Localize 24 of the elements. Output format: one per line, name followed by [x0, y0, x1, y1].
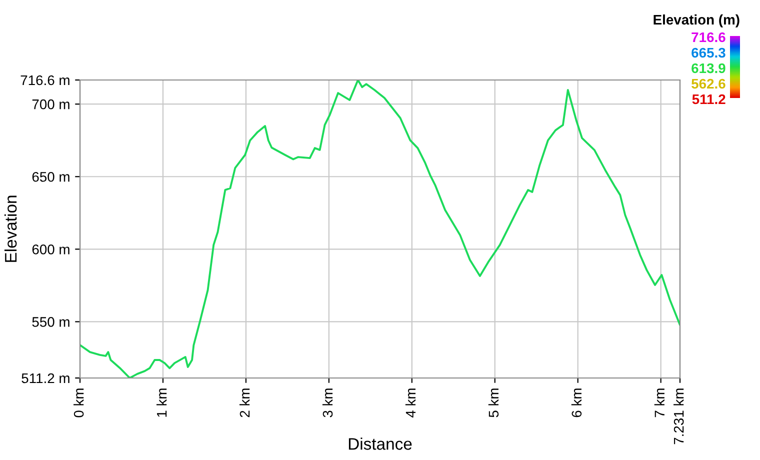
color-bar-label: 665.3	[692, 48, 726, 58]
x-tick-label: 3 km	[322, 388, 333, 418]
color-bar-label: 562.6	[692, 78, 726, 89]
color-bar-title: Elevation (m)	[654, 14, 740, 28]
y-tick-label: 511.2 m	[22, 373, 70, 384]
x-tick-label: 4 km	[405, 388, 416, 418]
y-tick-label: 650 m	[32, 172, 70, 182]
y-tick-label: 550 m	[32, 317, 70, 327]
x-tick-label: 0 km	[74, 388, 84, 418]
color-bar-label: 613.9	[692, 63, 726, 74]
y-tick-label: 716.6 m	[20, 75, 70, 86]
x-tick-label: 2 km	[239, 388, 250, 418]
y-tick-label: 600 m	[32, 244, 70, 254]
color-bar-label: 511.2	[692, 94, 726, 104]
x-tick-label: 1 km	[156, 388, 167, 417]
x-tick-label: 7 km	[654, 388, 664, 418]
x-tick-label: 6 km	[571, 388, 582, 418]
color-bar-label: 716.6	[692, 32, 726, 42]
x-tick-label: 5 km	[488, 388, 499, 418]
x-tick-label: 7.231 km	[674, 388, 684, 444]
x-axis-title: Distance	[348, 438, 412, 450]
y-axis-title: Elevation	[4, 196, 17, 262]
line-series	[80, 80, 680, 378]
y-tick-label: 700 m	[32, 99, 70, 110]
